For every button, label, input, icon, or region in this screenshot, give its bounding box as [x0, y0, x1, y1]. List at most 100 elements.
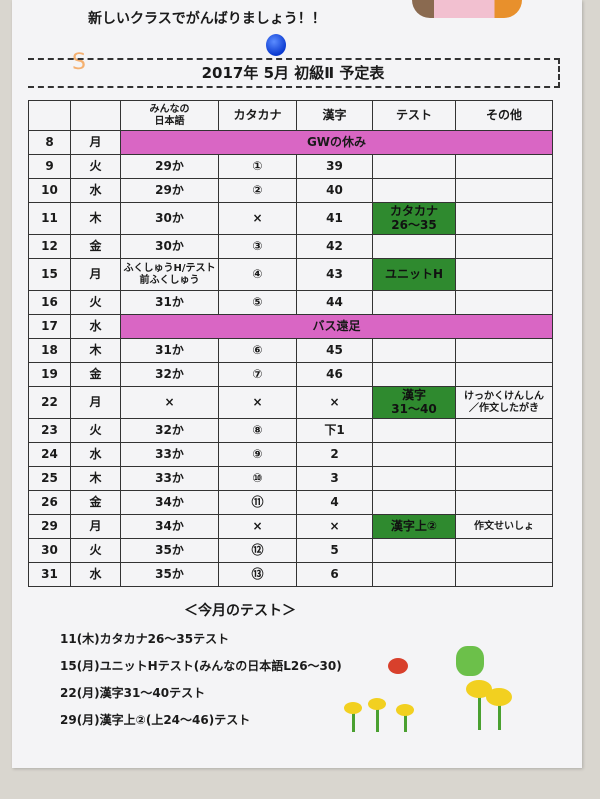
katakana-cell: ② — [218, 178, 297, 203]
katakana-cell: ⑨ — [218, 442, 297, 467]
column-header — [28, 100, 71, 131]
weekday-cell: 火 — [70, 538, 121, 563]
katakana-cell: ⑦ — [218, 362, 297, 387]
test-cell: カタカナ 26～35 — [372, 202, 456, 235]
day-cell: 17 — [28, 314, 71, 339]
monthly-tests: ＜今月のテスト＞ 11(木)カタカナ26～35テスト 15(月)ユニットHテスト… — [60, 600, 342, 738]
minna-cell: 30か — [120, 234, 219, 259]
weekday-cell: 月 — [70, 514, 121, 539]
kanji-cell: 2 — [296, 442, 373, 467]
other-cell — [455, 234, 553, 259]
kanji-cell: 44 — [296, 290, 373, 315]
table-row: 19 金 32か ⑦ 46 — [28, 362, 553, 387]
kanji-cell: × — [296, 514, 373, 539]
minna-cell: × — [120, 386, 219, 419]
test-cell: 漢字 31～40 — [372, 386, 456, 419]
day-cell: 10 — [28, 178, 71, 203]
minna-cell: 30か — [120, 202, 219, 235]
katakana-cell: ① — [218, 154, 297, 179]
day-cell: 30 — [28, 538, 71, 563]
kanji-cell: 46 — [296, 362, 373, 387]
katakana-cell: ⑤ — [218, 290, 297, 315]
other-cell — [455, 538, 553, 563]
katakana-cell: × — [218, 386, 297, 419]
weekday-cell: 木 — [70, 338, 121, 363]
table-row: 18 木 31か ⑥ 45 — [28, 338, 553, 363]
ladybug-icon — [388, 658, 408, 674]
weekday-cell: 月 — [70, 130, 121, 155]
day-cell: 24 — [28, 442, 71, 467]
minna-cell: 29か — [120, 178, 219, 203]
holiday-banner: GWの休み — [120, 130, 553, 155]
table-row: 25 木 33か ⑩ 3 — [28, 466, 553, 491]
kanji-cell: 43 — [296, 258, 373, 291]
column-header: 漢字 — [296, 100, 373, 131]
other-cell — [455, 202, 553, 235]
weekday-cell: 金 — [70, 362, 121, 387]
day-cell: 11 — [28, 202, 71, 235]
day-cell: 16 — [28, 290, 71, 315]
minna-cell: 33か — [120, 466, 219, 491]
other-cell — [455, 418, 553, 443]
s-curl-doodle-icon: S — [72, 50, 86, 75]
weekday-cell: 金 — [70, 490, 121, 515]
weekday-cell: 火 — [70, 418, 121, 443]
table-row: 9 火 29か ① 39 — [28, 154, 553, 179]
other-cell — [455, 338, 553, 363]
push-pin-icon — [266, 34, 286, 56]
minna-cell: 31か — [120, 338, 219, 363]
kanji-cell: 42 — [296, 234, 373, 259]
table-row: 8 月 GWの休み — [28, 130, 553, 155]
other-cell — [455, 154, 553, 179]
minna-cell: ふくしゅうH/テスト前ふくしゅう — [120, 258, 219, 291]
weekday-cell: 木 — [70, 202, 121, 235]
day-cell: 12 — [28, 234, 71, 259]
test-cell — [372, 178, 456, 203]
table-row: 26 金 34か ⑪ 4 — [28, 490, 553, 515]
day-cell: 18 — [28, 338, 71, 363]
minna-cell: 33か — [120, 442, 219, 467]
table-row: 15 月ふくしゅうH/テスト前ふくしゅう ④ 43 ユニットH — [28, 258, 553, 291]
other-cell — [455, 362, 553, 387]
other-cell — [455, 442, 553, 467]
table-row: 29 月 34か × × 漢字上② 作文せいしょ — [28, 514, 553, 539]
table-row: 12 金 30か ③ 42 — [28, 234, 553, 259]
weekday-cell: 月 — [70, 386, 121, 419]
kanji-cell: 下1 — [296, 418, 373, 443]
test-cell — [372, 154, 456, 179]
minna-cell: 34か — [120, 490, 219, 515]
katakana-cell: ⑧ — [218, 418, 297, 443]
other-cell — [455, 490, 553, 515]
schedule-table: みんなの 日本語 カタカナ 漢字 テスト その他 8 月 GWの休み 9 火 29か ① 39 10 水 29… — [28, 100, 553, 587]
column-header — [70, 100, 121, 131]
katakana-cell: ④ — [218, 258, 297, 291]
day-cell: 22 — [28, 386, 71, 419]
test-cell — [372, 338, 456, 363]
table-row: 16 火 31か ⑤ 44 — [28, 290, 553, 315]
holiday-banner: バス遠足 — [120, 314, 553, 339]
katakana-cell: ⑬ — [218, 562, 297, 587]
schedule-title: 2017年 5月 初級Ⅱ 予定表 — [28, 58, 560, 88]
table-row: 24 水 33か ⑨ 2 — [28, 442, 553, 467]
other-cell — [455, 178, 553, 203]
weekday-cell: 火 — [70, 154, 121, 179]
decorative-illustration — [412, 0, 522, 18]
caterpillar-icon — [456, 646, 484, 676]
test-cell — [372, 362, 456, 387]
header-row: みんなの 日本語 カタカナ 漢字 テスト その他 — [28, 100, 553, 131]
column-header: カタカナ — [218, 100, 297, 131]
weekday-cell: 水 — [70, 314, 121, 339]
kanji-cell: 40 — [296, 178, 373, 203]
katakana-cell: ⑪ — [218, 490, 297, 515]
minna-cell: 35か — [120, 538, 219, 563]
day-cell: 8 — [28, 130, 71, 155]
weekday-cell: 水 — [70, 562, 121, 587]
day-cell: 25 — [28, 466, 71, 491]
day-cell: 23 — [28, 418, 71, 443]
table-row: 17 水バス遠足 — [28, 314, 553, 339]
test-item: 29(月)漢字上②(上24～46)テスト — [60, 713, 251, 727]
weekday-cell: 水 — [70, 442, 121, 467]
table-row: 30 火 35か ⑫ 5 — [28, 538, 553, 563]
table-row: 11 木 30か × 41 カタカナ 26～35 — [28, 202, 553, 235]
kanji-cell: 4 — [296, 490, 373, 515]
